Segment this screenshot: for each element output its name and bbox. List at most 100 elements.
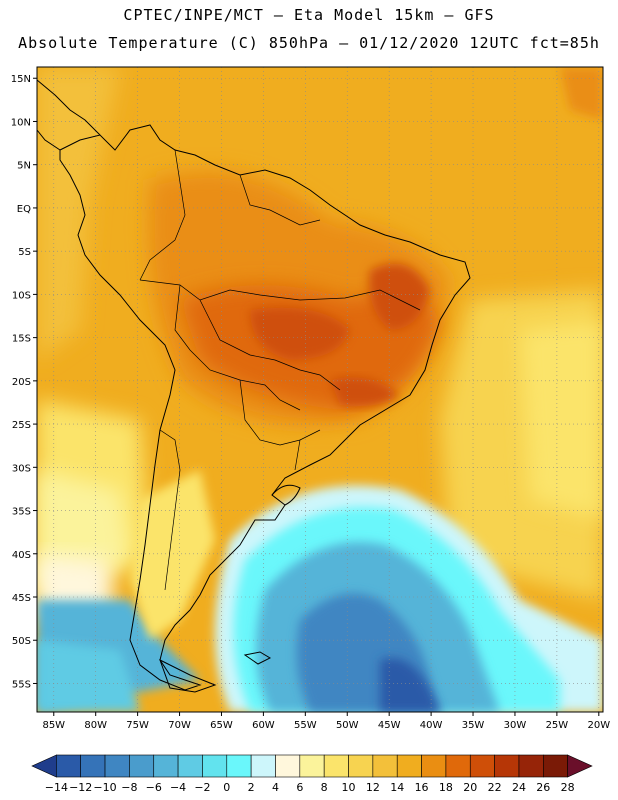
colorbar-label: 4	[272, 781, 279, 794]
colorbar-label: −8	[121, 781, 137, 794]
lon-label: 50W	[336, 720, 359, 731]
field-hottest-south	[330, 377, 400, 407]
colorbar-segment	[80, 754, 106, 778]
colorbar-segment	[31, 754, 57, 778]
colorbar-label: 26	[536, 781, 550, 794]
colorbar-label: 14	[390, 781, 404, 794]
colorbar-label: −6	[146, 781, 162, 794]
colorbar-segment	[421, 754, 447, 778]
lat-label: 45S	[12, 593, 31, 604]
colorbar-segment	[275, 754, 301, 778]
lon-label: 85W	[42, 720, 65, 731]
field-corner-ne	[560, 67, 603, 120]
temperature-field	[37, 67, 603, 712]
lon-label: 25W	[546, 720, 569, 731]
lat-label: 40S	[12, 550, 31, 561]
colorbar-segment	[153, 754, 179, 778]
colorbar	[31, 754, 593, 778]
colorbar-segment	[518, 754, 544, 778]
lon-label: 75W	[126, 720, 149, 731]
colorbar-label: −2	[194, 781, 210, 794]
colorbar-segment	[226, 754, 252, 778]
field-patagonia	[130, 470, 215, 640]
colorbar-label: 12	[366, 781, 380, 794]
colorbar-label: −10	[93, 781, 116, 794]
colorbar-label: 6	[296, 781, 303, 794]
lon-label: 65W	[210, 720, 233, 731]
tierra-del-fuego	[159, 658, 217, 693]
colorbar-segment	[445, 754, 471, 778]
field-atlantic-east-2	[520, 320, 603, 520]
colorbar-label: 18	[439, 781, 453, 794]
colorbar-label: 24	[512, 781, 526, 794]
lat-label: 15N	[11, 74, 31, 85]
lat-label: 5S	[18, 247, 31, 258]
plot-frame	[36, 66, 604, 713]
longitude-labels: 85W 80W 75W 70W 65W 60W 55W 50W 45W 40W 35W 30W 25W 2…	[42, 720, 610, 731]
colorbar-label: 22	[488, 781, 502, 794]
field-cold-deepest	[380, 658, 440, 712]
colorbar-segment	[469, 754, 495, 778]
colorbar-labels: −14 −12 −10 −8 −6 −4 −2 0 2 4 6 8 10 12 14 16 18 20 22 24 26…	[45, 781, 575, 794]
coastlines	[37, 79, 471, 693]
colorbar-label: 16	[415, 781, 429, 794]
colorbar-segment	[543, 754, 568, 778]
lon-label: 45W	[378, 720, 401, 731]
field-cold-southwest-2	[37, 640, 140, 712]
title-line-1: CPTEC/INPE/MCT – Eta Model 15km – GFS	[123, 6, 495, 24]
colorbar-segment	[104, 754, 130, 778]
colorbar-segment	[250, 754, 276, 778]
colorbar-segment	[177, 754, 203, 778]
field-hottest-northeast	[369, 263, 430, 330]
colorbar-label: 0	[223, 781, 230, 794]
field-pacific-north	[37, 67, 120, 360]
lon-label: 70W	[168, 720, 191, 731]
falklands	[243, 651, 272, 665]
lat-label: 35S	[12, 507, 31, 518]
lon-label: 40W	[420, 720, 443, 731]
lat-label: 15S	[12, 334, 31, 345]
colorbar-segment	[348, 754, 374, 778]
colorbar-segment	[567, 754, 593, 778]
lat-label: 30S	[12, 463, 31, 474]
lon-label: 80W	[84, 720, 107, 731]
lon-label: 20W	[587, 720, 610, 731]
lon-label: 30W	[504, 720, 527, 731]
colorbar-segment	[202, 754, 228, 778]
lon-label: 60W	[252, 720, 275, 731]
colorbar-segment	[299, 754, 325, 778]
colorbar-label: −14	[45, 781, 68, 794]
lat-label: 25S	[12, 420, 31, 431]
lat-label: 55S	[12, 679, 31, 690]
lat-label: EQ	[17, 204, 31, 215]
lat-label: 5N	[17, 161, 31, 172]
lat-label: 20S	[12, 377, 31, 388]
central-america-outline	[37, 79, 101, 151]
axis-ticks	[33, 77, 600, 716]
colorbar-segment	[129, 754, 155, 778]
title-line-2: Absolute Temperature (C) 850hPa – 01/12/…	[18, 34, 600, 52]
field-hottest-center	[250, 307, 350, 360]
colorbar-label: 28	[561, 781, 575, 794]
colorbar-segment	[372, 754, 398, 778]
south-america-outline	[59, 124, 471, 691]
lon-label: 35W	[462, 720, 485, 731]
colorbar-label: 8	[321, 781, 328, 794]
colorbar-label: 10	[342, 781, 356, 794]
colorbar-segment	[494, 754, 520, 778]
colorbar-label: 20	[463, 781, 477, 794]
colorbar-segment	[396, 754, 422, 778]
lat-label: 10N	[11, 117, 31, 128]
colorbar-segment	[56, 754, 81, 778]
colorbar-segment	[323, 754, 349, 778]
lon-label: 55W	[294, 720, 317, 731]
lat-label: 50S	[12, 636, 31, 647]
lat-label: 10S	[12, 290, 31, 301]
rio-de-la-plata	[271, 484, 301, 506]
country-borders	[139, 149, 421, 591]
colorbar-label: −4	[170, 781, 186, 794]
colorbar-label: −12	[69, 781, 92, 794]
latitude-labels: 15N 10N 5N EQ 5S 10S 15S 20S 25S 30S 35S 40S 45S 50S 5…	[11, 74, 31, 690]
colorbar-label: 2	[248, 781, 255, 794]
